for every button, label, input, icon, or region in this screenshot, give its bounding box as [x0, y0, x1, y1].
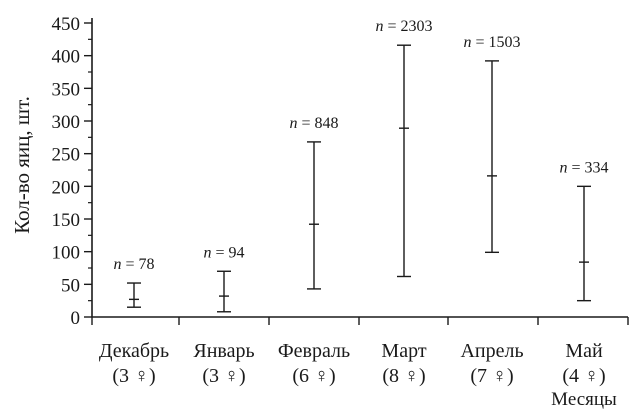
- n-label: n = 334: [559, 159, 608, 176]
- x-category-label: Январь: [193, 340, 254, 362]
- n-label: n = 848: [289, 115, 338, 132]
- y-tick-label: 400: [52, 47, 81, 68]
- n-value: = 94: [211, 244, 244, 261]
- n-value: = 78: [121, 256, 154, 273]
- n-label: n = 78: [113, 256, 154, 273]
- y-tick-label: 200: [52, 177, 81, 198]
- y-tick-label: 300: [52, 112, 81, 133]
- n-symbol: n: [375, 18, 383, 35]
- n-symbol: n: [289, 115, 297, 132]
- n-label: n = 94: [203, 244, 244, 261]
- x-category-sublabel: (7 ♀): [470, 365, 513, 387]
- x-category-sublabel: (8 ♀): [382, 365, 425, 387]
- x-axis-label: Месяцы: [551, 389, 617, 410]
- y-tick-label: 150: [52, 210, 81, 231]
- x-category-sublabel: (6 ♀): [292, 365, 335, 387]
- n-symbol: n: [203, 244, 211, 261]
- n-value: = 2303: [383, 18, 432, 35]
- x-category-label: Март: [381, 340, 426, 362]
- x-category-sublabel: (4 ♀): [562, 365, 605, 387]
- y-ticks: 0 50 100 150 200 250 300 350 400 450: [52, 14, 92, 329]
- x-category-label: Декабрь: [99, 340, 169, 362]
- x-category-label: Февраль: [278, 340, 350, 362]
- x-category-label: Апрель: [460, 340, 523, 362]
- n-symbol: n: [463, 34, 471, 51]
- y-tick-label: 250: [52, 145, 81, 166]
- n-label: n = 1503: [463, 34, 520, 51]
- n-symbol: n: [559, 159, 567, 176]
- x-category-sublabel: (3 ♀): [202, 365, 245, 387]
- x-category-label: Май: [565, 340, 603, 362]
- y-tick-label: 0: [71, 308, 81, 329]
- range-bar: n = 334: [559, 159, 609, 302]
- y-axis-label: Кол-во яиц, шт.: [10, 96, 34, 234]
- range-bar: n = 2303: [375, 18, 433, 278]
- x-category-sublabel: (3 ♀): [112, 365, 155, 387]
- y-tick-label: 50: [61, 275, 80, 296]
- n-value: = 334: [567, 159, 608, 176]
- y-tick-label: 100: [52, 243, 81, 264]
- n-value: = 1503: [471, 34, 520, 51]
- n-label: n = 2303: [375, 18, 432, 35]
- range-bar: n = 1503: [463, 34, 521, 254]
- n-symbol: n: [113, 256, 121, 273]
- range-bar: n = 94: [203, 244, 245, 313]
- n-value: = 848: [297, 115, 338, 132]
- range-bar: n = 78: [113, 256, 155, 308]
- x-category-labels: Декабрь (3 ♀) Январь (3 ♀) Февраль (6 ♀) Март (…: [99, 340, 606, 387]
- axes: [91, 18, 629, 325]
- y-tick-label: 450: [52, 14, 81, 35]
- y-tick-label: 350: [52, 79, 81, 100]
- range-bar: n = 848: [289, 115, 339, 290]
